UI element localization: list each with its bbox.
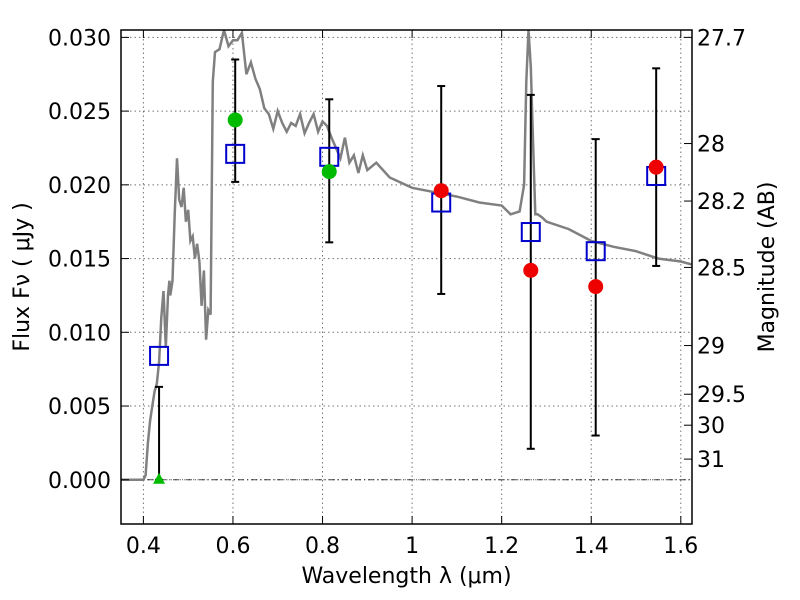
y2-tick-label: 28.2 bbox=[697, 190, 746, 215]
y-tick-label: 0.015 bbox=[48, 248, 111, 273]
y2-tick-label: 29.5 bbox=[697, 383, 746, 408]
x-tick-label: 0.6 bbox=[215, 534, 250, 559]
axis-ticks: 0.4 0.6 0.8 1 1.2 1.4 1.6 0.000 0.005 0.010 0.015 0… bbox=[48, 26, 746, 559]
y2-tick-label: 29 bbox=[697, 335, 725, 360]
y2-tick-label: 28 bbox=[697, 133, 725, 158]
observed-point bbox=[648, 159, 664, 175]
x-tick-label: 0.8 bbox=[305, 534, 340, 559]
model-spectrum-line bbox=[121, 30, 692, 482]
y-tick-label: 0.025 bbox=[48, 100, 111, 125]
x-tick-label: 1.4 bbox=[574, 534, 609, 559]
observed-point bbox=[227, 112, 243, 128]
y-tick-label: 0.030 bbox=[48, 26, 111, 51]
y-axis-label: Flux Fν ( μJy ) bbox=[10, 202, 35, 351]
model-band-square bbox=[149, 345, 170, 366]
model-band-square bbox=[225, 143, 246, 164]
y2-tick-label: 27.7 bbox=[697, 26, 746, 51]
axes-frame bbox=[120, 29, 693, 525]
y-tick-label: 0.020 bbox=[48, 174, 111, 199]
y-tick-label: 0.000 bbox=[48, 469, 111, 494]
model-band-square bbox=[585, 241, 606, 262]
observed-point bbox=[433, 183, 449, 199]
y-tick-label: 0.005 bbox=[48, 395, 111, 420]
x-tick-label: 1 bbox=[405, 534, 419, 559]
x-axis-label: Wavelength λ (μm) bbox=[301, 564, 511, 589]
x-tick-label: 1.2 bbox=[484, 534, 519, 559]
y-tick-label: 0.010 bbox=[48, 321, 111, 346]
upper-limit-triangle bbox=[153, 472, 166, 484]
model-band-square bbox=[520, 222, 541, 243]
x-tick-label: 1.6 bbox=[663, 534, 698, 559]
plot-area bbox=[121, 30, 692, 484]
x-tick-label: 0.4 bbox=[126, 534, 161, 559]
grid bbox=[121, 30, 692, 524]
observed-point bbox=[523, 262, 539, 278]
observed-point bbox=[321, 164, 337, 180]
y2-axis-label: Magnitude (AB) bbox=[755, 182, 780, 353]
y2-tick-label: 31 bbox=[697, 448, 725, 473]
y2-tick-label: 28.5 bbox=[697, 256, 746, 281]
y2-tick-label: 30 bbox=[697, 414, 725, 439]
observed-point bbox=[588, 279, 604, 295]
